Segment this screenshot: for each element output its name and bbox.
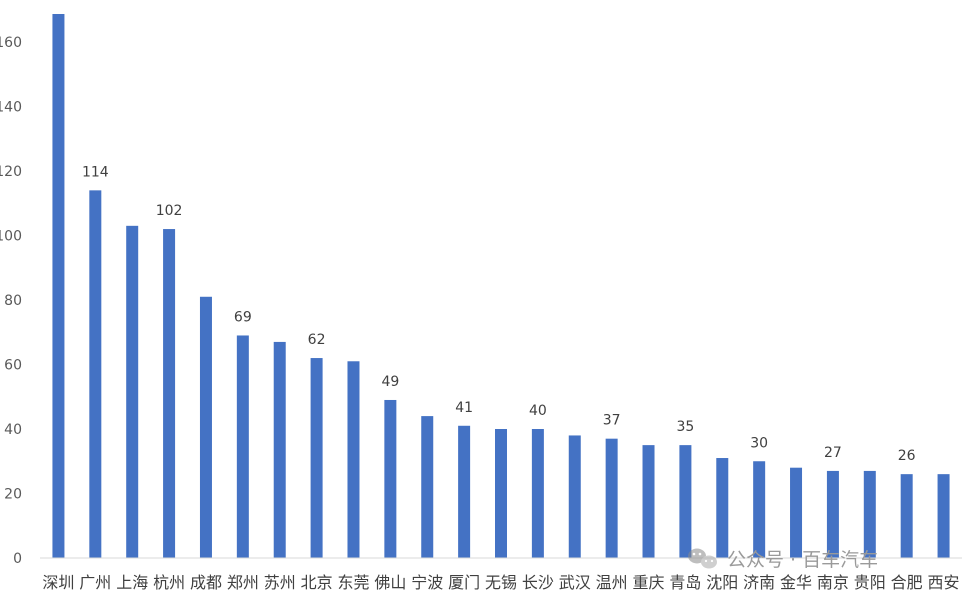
y-tick-label: 140 [0,100,22,116]
data-label: 69 [234,309,252,325]
x-tick-label: 济南 [743,573,775,592]
x-tick-label: 郑州 [227,573,259,592]
bar-武汉 [568,435,581,558]
x-tick-label: 武汉 [559,573,591,592]
data-label: 41 [455,400,473,416]
bar-成都 [199,296,212,558]
x-tick-label: 贵阳 [854,573,886,592]
x-tick-label: 沈阳 [706,573,738,592]
bar-厦门 [458,425,471,558]
y-tick-label: 20 [4,487,22,503]
bar-东莞 [347,361,360,558]
data-label: 114 [82,164,109,180]
y-tick-label: 160 [0,35,22,51]
x-tick-label: 成都 [190,573,222,592]
bar-济南 [753,461,766,558]
bar-西安 [937,474,950,558]
x-tick-label: 东莞 [337,573,369,592]
bar-沈阳 [716,458,729,558]
x-tick-label: 厦门 [448,573,480,592]
x-tick-label: 上海 [116,573,148,592]
x-axis: 深圳 广州 上海 杭州 成都 郑州 苏州 北京 东莞 佛山 宁波 厦门 无锡 长沙 武汉 温州 重庆 青岛 沈阳 济南… [42,573,959,592]
bar-宁波 [421,416,434,558]
x-tick-label: 佛山 [374,573,406,592]
x-tick-label: 杭州 [153,573,185,592]
data-label: 49 [381,374,399,390]
y-tick-label: 60 [4,358,22,374]
bar-苏州 [273,341,286,558]
x-tick-label: 温州 [596,573,628,592]
watermark: 公众号 · 百车汽车 [688,548,878,571]
x-tick-label: 合肥 [891,573,923,592]
data-label: 37 [603,413,621,429]
bar-重庆 [642,445,655,558]
bar-合肥 [900,474,913,558]
wechat-icon [688,548,717,569]
data-label: 35 [676,419,694,435]
x-tick-label: 苏州 [264,573,296,592]
bar-上海 [126,225,139,558]
y-tick-label: 0 [13,551,22,567]
x-tick-label: 西安 [928,573,960,592]
bar-南京 [826,470,839,558]
bar-广州 [89,190,102,558]
bar-青岛 [679,445,692,558]
x-tick-label: 南京 [817,573,849,592]
bar-郑州 [236,335,249,558]
data-label: 30 [750,435,768,451]
x-tick-label: 宁波 [411,573,443,592]
data-label: 102 [156,203,183,219]
bar-佛山 [384,399,397,558]
x-tick-label: 青岛 [669,573,701,592]
x-tick-label: 北京 [301,573,333,592]
watermark-text: 公众号 · 百车汽车 [727,549,878,571]
bar-杭州 [163,229,176,559]
y-tick-label: 80 [4,293,22,309]
data-label: 40 [529,403,547,419]
data-label: 26 [898,448,916,464]
x-tick-label: 重庆 [633,573,665,592]
x-tick-label: 长沙 [522,573,554,592]
y-tick-label: 40 [4,422,22,438]
bar-series [52,14,950,559]
x-tick-label: 金华 [780,573,812,592]
data-label: 27 [824,445,842,461]
y-tick-label: 100 [0,229,22,245]
x-tick-label: 深圳 [42,573,74,592]
bar-贵阳 [863,470,876,558]
bar-长沙 [531,429,544,558]
bar-温州 [605,438,618,558]
x-tick-label: 广州 [79,573,111,592]
x-tick-label: 无锡 [485,573,517,592]
bar-北京 [310,358,323,558]
bar-无锡 [495,429,507,558]
data-label: 62 [308,332,326,348]
bar-金华 [790,467,803,558]
y-axis: 0 20 40 60 80 100 120 140 160 [0,35,22,567]
data-labels: 114 102 69 62 49 41 40 37 35 30 27 26 [82,164,916,464]
bar-深圳 [52,14,65,558]
y-tick-label: 120 [0,164,22,180]
